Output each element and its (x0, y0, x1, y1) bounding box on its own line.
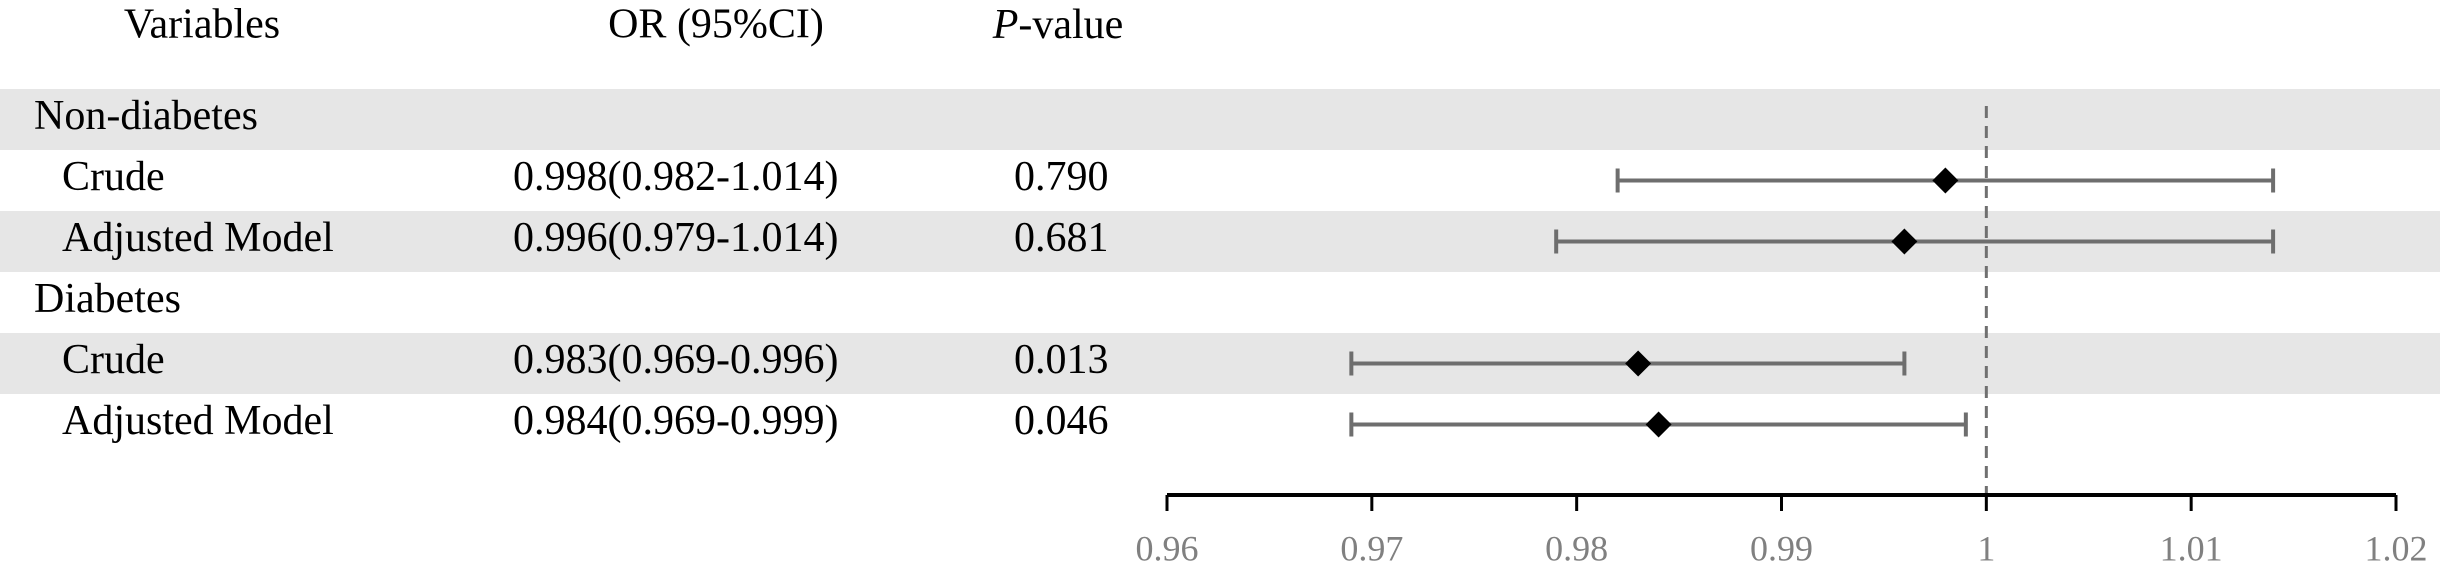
header-p: P-value (992, 2, 1124, 48)
row-label: Adjusted Model (62, 398, 334, 444)
header-or: OR (95%CI) (608, 2, 824, 48)
x-tick-label: 1.01 (2160, 528, 2223, 568)
or-ci: 0.984(0.969-0.999) (513, 398, 838, 444)
p-value: 0.013 (1014, 337, 1109, 383)
x-tick-label: 1 (1977, 528, 1995, 568)
group-label: Diabetes (34, 276, 181, 322)
or-ci: 0.996(0.979-1.014) (513, 215, 838, 261)
or-marker (1625, 350, 1652, 377)
or-ci: 0.998(0.982-1.014) (513, 154, 838, 200)
or-marker (1891, 228, 1918, 255)
row-label: Crude (62, 337, 165, 383)
row-band (0, 89, 2440, 150)
p-value: 0.790 (1014, 154, 1109, 200)
group-label: Non-diabetes (34, 93, 258, 139)
x-tick-label: 0.99 (1750, 528, 1813, 568)
header-p-italic: P (992, 2, 1019, 48)
or-marker (1645, 411, 1672, 438)
x-tick-label: 1.02 (2365, 528, 2428, 568)
header-p-rest: -value (1018, 2, 1123, 48)
row-label: Crude (62, 154, 165, 200)
header-variables: Variables (124, 2, 280, 48)
or-marker (1932, 167, 1959, 194)
or-ci: 0.983(0.969-0.996) (513, 337, 838, 383)
p-value: 0.681 (1014, 215, 1109, 261)
row-band (0, 333, 2440, 394)
p-value: 0.046 (1014, 398, 1109, 444)
x-tick-label: 0.97 (1340, 528, 1403, 568)
x-tick-label: 0.98 (1545, 528, 1608, 568)
x-tick-label: 0.96 (1136, 528, 1199, 568)
row-label: Adjusted Model (62, 215, 334, 261)
